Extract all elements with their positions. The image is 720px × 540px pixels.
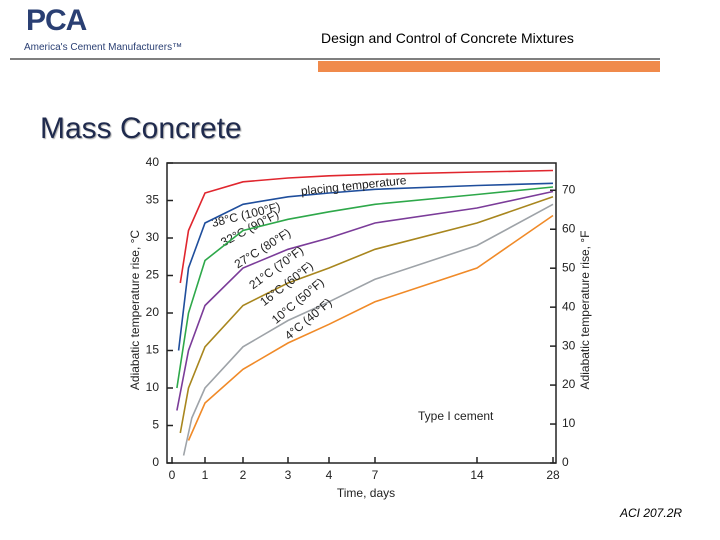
y-tick-label: 25 bbox=[146, 268, 160, 282]
y2-tick-label: 70 bbox=[562, 182, 576, 196]
y2-tick-label: 10 bbox=[562, 416, 576, 430]
x-tick-label: 1 bbox=[202, 468, 209, 482]
y-tick-label: 0 bbox=[152, 455, 159, 469]
y2-tick-label: 40 bbox=[562, 299, 576, 313]
logo: PCA bbox=[26, 4, 87, 37]
series-line bbox=[177, 182, 554, 351]
series-line bbox=[187, 214, 554, 441]
y2-tick-label: 0 bbox=[562, 455, 569, 469]
annotation: Type I cement bbox=[418, 409, 494, 423]
x-tick-label: 14 bbox=[470, 468, 484, 482]
y-tick-label: 5 bbox=[152, 418, 159, 432]
y-tick-label: 10 bbox=[146, 380, 160, 394]
footer: ACI 207.2R bbox=[620, 506, 683, 520]
x-tick-label: 7 bbox=[372, 468, 379, 482]
series-line bbox=[176, 190, 554, 411]
y-tick-label: 15 bbox=[146, 343, 160, 357]
x-tick-label: 28 bbox=[546, 468, 560, 482]
series-line bbox=[182, 203, 554, 456]
series-line bbox=[179, 169, 554, 284]
slide-title: Mass Concrete bbox=[40, 112, 242, 145]
x-tick-label: 2 bbox=[240, 468, 247, 482]
y2-tick-label: 60 bbox=[562, 221, 576, 235]
series-line bbox=[176, 186, 554, 389]
x-axis-label: Time, days bbox=[337, 486, 395, 500]
y2-tick-label: 20 bbox=[562, 377, 576, 391]
header-rule bbox=[10, 58, 660, 60]
x-tick-label: 3 bbox=[285, 468, 292, 482]
series-line bbox=[179, 196, 554, 434]
x-tick-label: 4 bbox=[326, 468, 333, 482]
x-tick-label: 0 bbox=[169, 468, 176, 482]
y-tick-label: 40 bbox=[146, 155, 160, 169]
y2-axis-label: Adiabatic temperature rise, °F bbox=[578, 231, 592, 390]
header-title: Design and Control of Concrete Mixtures bbox=[321, 30, 574, 46]
header-bar bbox=[318, 61, 660, 72]
y2-tick-label: 50 bbox=[562, 260, 576, 274]
y-tick-label: 35 bbox=[146, 193, 160, 207]
y2-tick-label: 30 bbox=[562, 338, 576, 352]
y-tick-label: 30 bbox=[146, 230, 160, 244]
tagline: America's Cement Manufacturers™ bbox=[24, 42, 183, 53]
y-axis-label: Adiabatic temperature rise, °C bbox=[128, 230, 142, 391]
y-tick-label: 20 bbox=[146, 305, 160, 319]
plot-frame bbox=[166, 162, 557, 464]
